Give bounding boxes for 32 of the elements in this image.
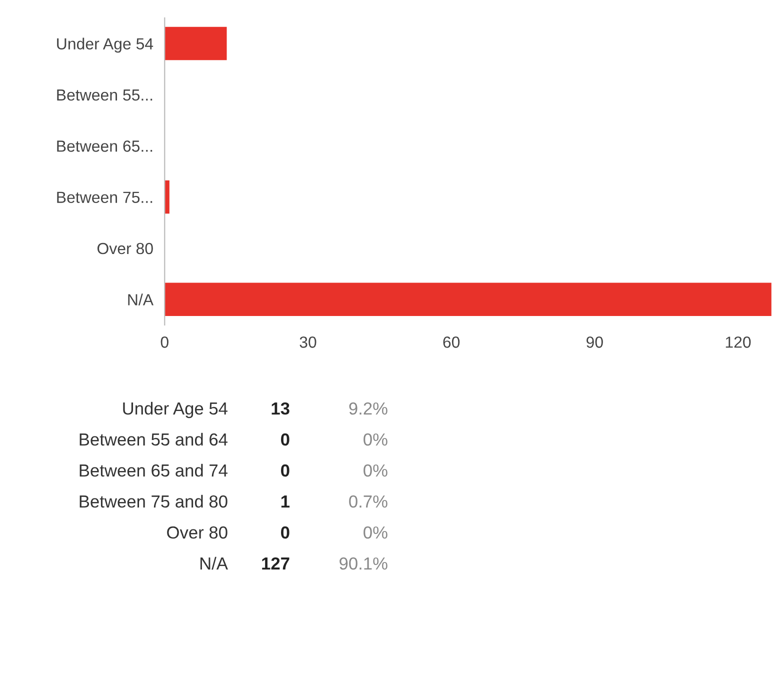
x-tick-label: 120 — [726, 336, 751, 348]
text: 90.1% — [340, 557, 388, 570]
text: Between 55 and 64 — [80, 432, 228, 446]
x-tick-label: 60 — [443, 336, 460, 348]
y-tick-label: Between 75... — [57, 192, 152, 203]
text: 1 — [281, 496, 290, 508]
text: Between 65 and 74 — [80, 464, 228, 477]
text: Between 75 and 80 — [80, 494, 228, 508]
y-tick-label: Between 55... — [57, 90, 152, 101]
text: Under Age 54 — [123, 402, 228, 418]
y-tick-label: Over 80 — [97, 242, 153, 254]
text: 127 — [262, 557, 290, 570]
x-tick-label: 0 — [160, 336, 168, 348]
y-tick-label: Under Age 54 — [57, 38, 154, 53]
bar — [164, 26, 227, 60]
text: 0 — [281, 433, 290, 446]
text: 0.7% — [349, 495, 388, 508]
text: N/A — [200, 556, 228, 570]
bar — [164, 180, 170, 214]
text: 9.2% — [349, 402, 388, 415]
x-tick-label: 30 — [300, 336, 316, 348]
text: 0% — [364, 526, 388, 539]
text: 0 — [281, 464, 290, 477]
y-tick-label: N/A — [128, 294, 154, 306]
text: Over 80 — [167, 526, 228, 539]
text: 0% — [364, 464, 388, 477]
y-tick-label: Between 65... — [57, 140, 152, 152]
text: 0% — [364, 433, 388, 446]
text: 0 — [281, 526, 290, 539]
x-tick-label: 90 — [586, 336, 603, 348]
text: 13 — [272, 402, 290, 415]
bar — [164, 282, 772, 316]
